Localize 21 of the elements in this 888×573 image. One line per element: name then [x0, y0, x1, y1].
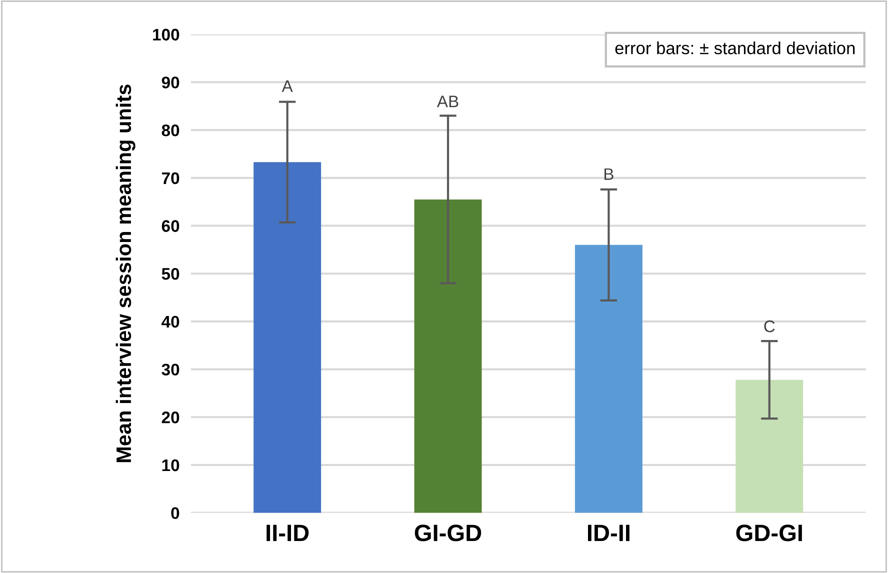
annotation: error bars: ± standard deviation: [615, 42, 855, 54]
x-tick-label: II-ID: [266, 524, 309, 542]
annotation: AB: [436, 96, 458, 108]
y-tick-label: 70: [162, 172, 180, 184]
y-tick-label: 50: [162, 268, 180, 280]
y-tick-label: 20: [162, 412, 180, 424]
annotation: B: [604, 168, 614, 180]
x-tick-label: GD-GI: [736, 524, 802, 542]
y-tick-label: 60: [162, 220, 180, 232]
y-tick-label: 90: [162, 76, 180, 88]
y-tick-label: 80: [162, 124, 180, 136]
y-tick-label: 30: [162, 364, 180, 376]
y-tick-label: 100: [153, 28, 180, 41]
x-tick-label: GI-GD: [414, 524, 482, 542]
y-axis-title: Mean interview session meaning units: [116, 84, 136, 462]
annotation: C: [764, 320, 775, 332]
y-tick-label: 0: [171, 507, 180, 520]
annotation: A: [282, 80, 293, 92]
y-tick-label: 10: [162, 459, 180, 472]
y-tick-label: 40: [162, 316, 180, 328]
x-tick-label: ID-II: [588, 524, 630, 542]
